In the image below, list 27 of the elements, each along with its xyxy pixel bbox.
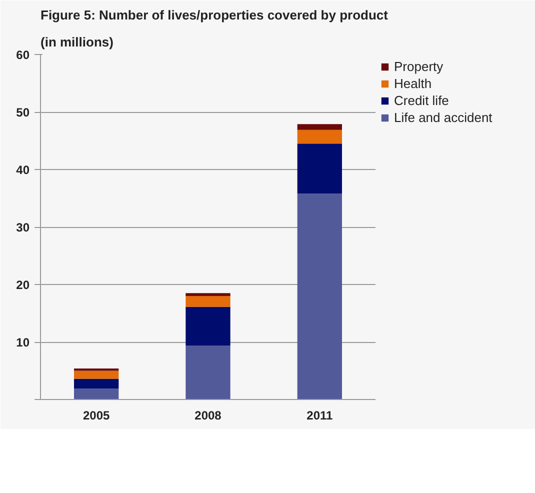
bar xyxy=(74,378,119,389)
legend-label: Property xyxy=(394,59,444,74)
bar xyxy=(297,124,342,130)
x-tick-label: 2005 xyxy=(82,408,110,422)
x-tick-label: 2008 xyxy=(194,408,222,422)
legend-label: Life and accident xyxy=(394,110,494,125)
y-tick-label: 40 xyxy=(16,163,30,177)
y-tick-label: 20 xyxy=(16,278,30,292)
y-tick-label: 60 xyxy=(16,48,30,62)
chart-title: Figure 5: Number of lives/properties covered by product xyxy=(40,8,389,22)
bar xyxy=(74,388,119,400)
bar xyxy=(297,194,342,400)
legend-label: Credit life xyxy=(394,93,450,108)
bar xyxy=(186,293,230,296)
x-tick-label: 2011 xyxy=(306,408,334,422)
bar xyxy=(74,370,119,379)
bar xyxy=(186,296,230,307)
bar xyxy=(297,144,342,194)
bar xyxy=(297,130,342,144)
y-tick-label: 10 xyxy=(16,336,30,350)
legend-label: Health xyxy=(394,76,433,91)
y-tick-label: 30 xyxy=(16,220,30,234)
chart-subtitle: (in millions) xyxy=(40,34,114,50)
bar xyxy=(186,306,230,346)
bar xyxy=(186,345,230,400)
y-tick-label: 50 xyxy=(16,106,30,120)
bar xyxy=(74,368,119,371)
